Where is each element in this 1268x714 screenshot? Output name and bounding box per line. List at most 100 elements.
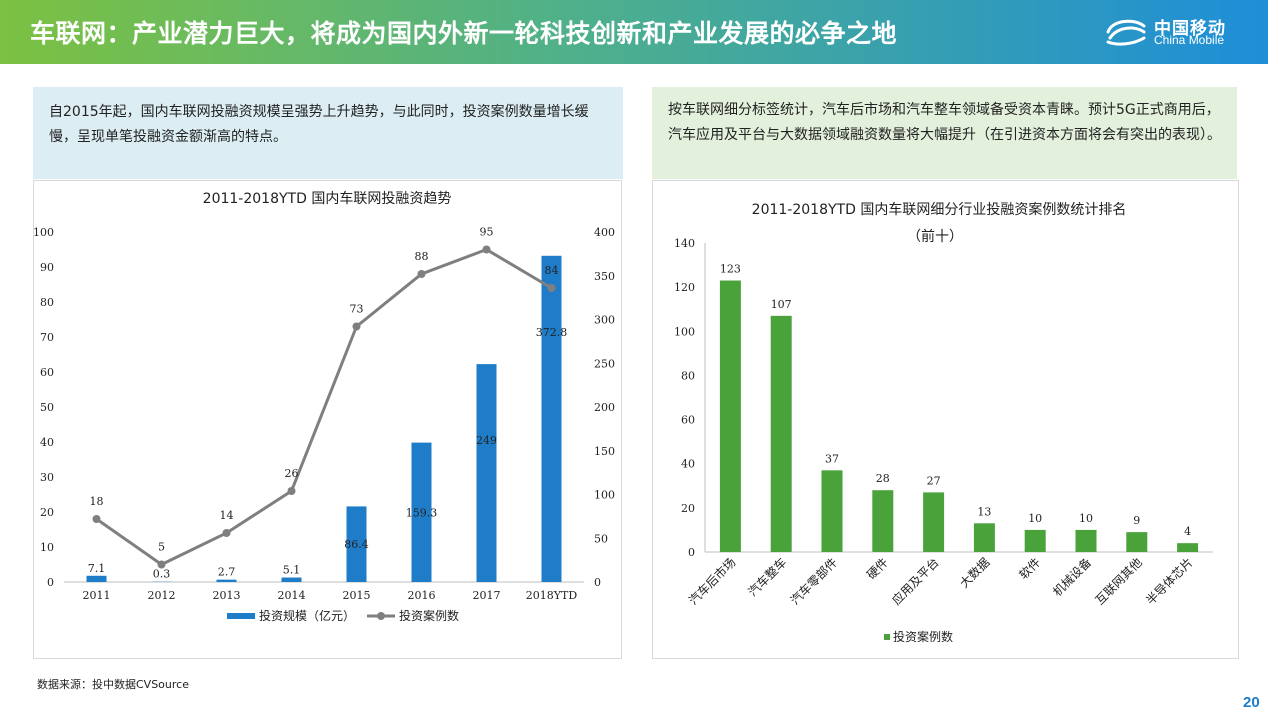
left-axis-tick-label: 70 (40, 331, 54, 344)
x-axis-tick-label: 2013 (213, 589, 241, 602)
case-count-point (417, 270, 426, 278)
x-axis-tick-label: 硬件 (864, 555, 891, 582)
case-count-label: 88 (415, 250, 429, 263)
page-number: 20 (1243, 694, 1260, 711)
left-axis-tick-label: 100 (34, 226, 54, 239)
header-banner: 车联网：产业潜力巨大，将成为国内外新一轮科技创新和产业发展的必争之地 中国移动 … (0, 0, 1268, 64)
y-axis-tick-label: 20 (681, 502, 695, 515)
case-count-bar (719, 280, 741, 552)
segment-ranking-chart: 2011-2018YTD 国内车联网细分行业投融资案例数统计排名 （前十） 0 20 4… (674, 201, 1213, 644)
case-count-bar (872, 490, 894, 552)
left-summary-note: 自2015年起，国内车联网投融资规模呈强势上升趋势，与此同时，投资案例数量增长缓… (33, 87, 623, 179)
case-count-label: 5 (158, 541, 165, 554)
investment-scale-label: 5.1 (283, 564, 301, 577)
investment-scale-bar (281, 577, 302, 582)
case-count-label: 18 (90, 495, 104, 508)
y-axis-tick-label: 40 (681, 458, 695, 471)
case-count-label: 107 (771, 298, 792, 311)
case-count-label: 4 (1184, 525, 1191, 538)
chart-title: 2011-2018YTD 国内车联网投融资趋势 (203, 190, 452, 207)
left-axis-tick-label: 40 (40, 436, 54, 449)
china-mobile-logo-icon (1106, 19, 1146, 46)
right-axis-tick-label: 400 (594, 226, 615, 239)
case-count-line (95, 247, 553, 567)
case-count-label: 13 (977, 505, 991, 518)
y-axis-tick-label: 140 (674, 237, 695, 250)
case-count-bar (1177, 543, 1199, 552)
logo-text-en: China Mobile (1154, 33, 1225, 47)
investment-scale-bar (411, 442, 432, 582)
x-axis-tick-label: 应用及平台 (889, 555, 942, 608)
investment-scale-bar (86, 575, 107, 582)
right-axis-tick-label: 250 (594, 357, 615, 370)
case-count-label: 10 (1079, 512, 1093, 525)
left-axis-tick-label: 50 (40, 401, 54, 414)
x-axis-tick-label: 机械设备 (1050, 555, 1095, 600)
case-count-point (287, 487, 296, 495)
case-count-label: 123 (720, 263, 741, 276)
legend-bar-swatch (227, 613, 255, 619)
case-count-label: 26 (285, 467, 299, 480)
page-title: 车联网：产业潜力巨大，将成为国内外新一轮科技创新和产业发展的必争之地 (30, 19, 898, 48)
y-axis-tick-label: 0 (688, 546, 695, 559)
right-axis-tick-label: 300 (594, 314, 615, 327)
x-axis-tick-label: 汽车整车 (745, 555, 790, 600)
case-count-label: 10 (1028, 512, 1042, 525)
x-axis-tick-label: 2012 (148, 589, 176, 602)
investment-scale-label: 249 (476, 434, 497, 447)
investment-scale-label: 159.3 (406, 506, 438, 519)
y-axis-tick-label: 100 (674, 325, 695, 338)
right-summary-note: 按车联网细分标签统计，汽车后市场和汽车整车领域备受资本青睐。预计5G正式商用后，… (652, 87, 1237, 179)
x-axis-tick-label: 2011 (83, 589, 111, 602)
logo-text-cn: 中国移动 (1154, 19, 1226, 39)
x-axis-tick-label: 2018YTD (526, 589, 578, 602)
x-axis-tick-label: 软件 (1016, 555, 1043, 582)
case-count-point (157, 560, 166, 569)
data-source-note: 数据来源：投中数据CVSource (37, 678, 189, 691)
x-axis-tick-label: 大数据 (956, 555, 992, 591)
left-chart-panel: 2011-2018YTD 国内车联网投融资趋势 0 10 20 30 40 50 60 70 80… (33, 180, 622, 659)
right-axis-tick-label: 0 (594, 576, 601, 589)
case-count-label: 27 (927, 474, 941, 487)
case-count-bar (973, 523, 995, 552)
right-axis-tick-label: 100 (594, 489, 615, 502)
case-count-bar (821, 470, 843, 552)
case-count-point (547, 284, 556, 292)
x-axis-tick-label: 汽车后市场 (685, 555, 738, 608)
case-count-label: 14 (220, 509, 234, 522)
case-count-label: 95 (480, 226, 494, 239)
investment-scale-bar (216, 579, 237, 582)
y-axis-tick-label: 60 (681, 414, 695, 427)
x-axis-tick-label: 2014 (278, 589, 306, 602)
case-count-label: 28 (876, 472, 890, 485)
case-count-label: 84 (545, 264, 559, 277)
y-axis-tick-label: 120 (674, 281, 695, 294)
investment-scale-label: 2.7 (218, 566, 236, 579)
chart-subtitle: （前十） (907, 228, 963, 245)
right-chart-panel: 2011-2018YTD 国内车联网细分行业投融资案例数统计排名 （前十） 0 20 4… (652, 180, 1239, 659)
case-count-bar (1126, 532, 1148, 552)
left-axis-tick-label: 20 (40, 506, 54, 519)
case-count-label: 9 (1133, 514, 1140, 527)
chart-title: 2011-2018YTD 国内车联网细分行业投融资案例数统计排名 (752, 201, 1127, 218)
left-axis-tick-label: 60 (40, 366, 54, 379)
legend-line-marker (377, 612, 385, 620)
case-count-bar (770, 315, 792, 552)
investment-scale-label: 0.3 (153, 568, 171, 581)
china-mobile-logo: 中国移动 China Mobile (1104, 14, 1244, 52)
case-count-bar (1075, 529, 1097, 552)
left-axis-tick-label: 10 (40, 541, 54, 554)
x-axis-tick-label: 2015 (343, 589, 371, 602)
legend-bar-label: 投资规模（亿元） (259, 608, 355, 623)
case-count-bar (923, 492, 945, 552)
x-axis-tick-label: 半导体芯片 (1143, 555, 1195, 607)
case-count-point (482, 245, 491, 254)
left-axis-tick-label: 30 (40, 471, 54, 484)
right-axis-tick-label: 350 (594, 270, 615, 283)
case-count-point (222, 529, 231, 537)
case-count-point (352, 322, 361, 331)
right-axis-tick-label: 50 (594, 532, 608, 545)
investment-scale-bar (541, 255, 562, 583)
x-axis-tick-label: 汽车零部件 (787, 555, 840, 608)
left-axis-tick-label: 80 (40, 296, 54, 309)
